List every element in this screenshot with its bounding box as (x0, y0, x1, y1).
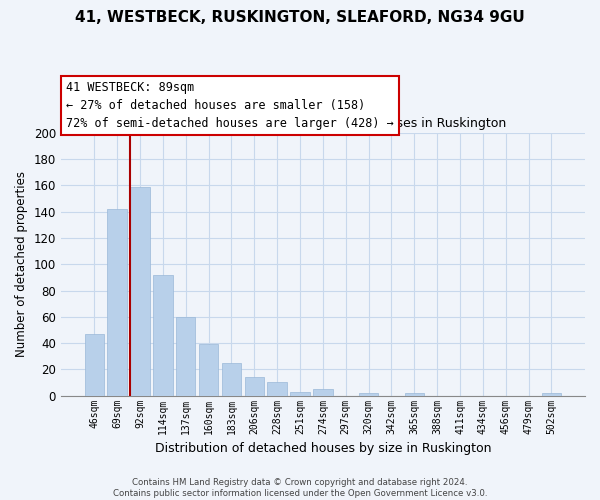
Bar (290, 392, 310, 396)
Bar (268, 382, 287, 396)
Title: Size of property relative to detached houses in Ruskington: Size of property relative to detached ho… (139, 118, 506, 130)
Bar (245, 377, 264, 396)
Text: 41 WESTBECK: 89sqm
← 27% of detached houses are smaller (158)
72% of semi-detach: 41 WESTBECK: 89sqm ← 27% of detached hou… (66, 81, 394, 130)
Bar (153, 275, 173, 396)
Bar (130, 186, 150, 396)
Text: Contains HM Land Registry data © Crown copyright and database right 2024.
Contai: Contains HM Land Registry data © Crown c… (113, 478, 487, 498)
Bar (222, 363, 241, 396)
X-axis label: Distribution of detached houses by size in Ruskington: Distribution of detached houses by size … (155, 442, 491, 455)
Bar (542, 393, 561, 396)
Bar (359, 393, 379, 396)
Bar (107, 209, 127, 396)
Text: 41, WESTBECK, RUSKINGTON, SLEAFORD, NG34 9GU: 41, WESTBECK, RUSKINGTON, SLEAFORD, NG34… (75, 10, 525, 25)
Bar (199, 344, 218, 396)
Bar (404, 393, 424, 396)
Bar (85, 334, 104, 396)
Bar (313, 389, 332, 396)
Y-axis label: Number of detached properties: Number of detached properties (15, 171, 28, 357)
Bar (176, 317, 196, 396)
